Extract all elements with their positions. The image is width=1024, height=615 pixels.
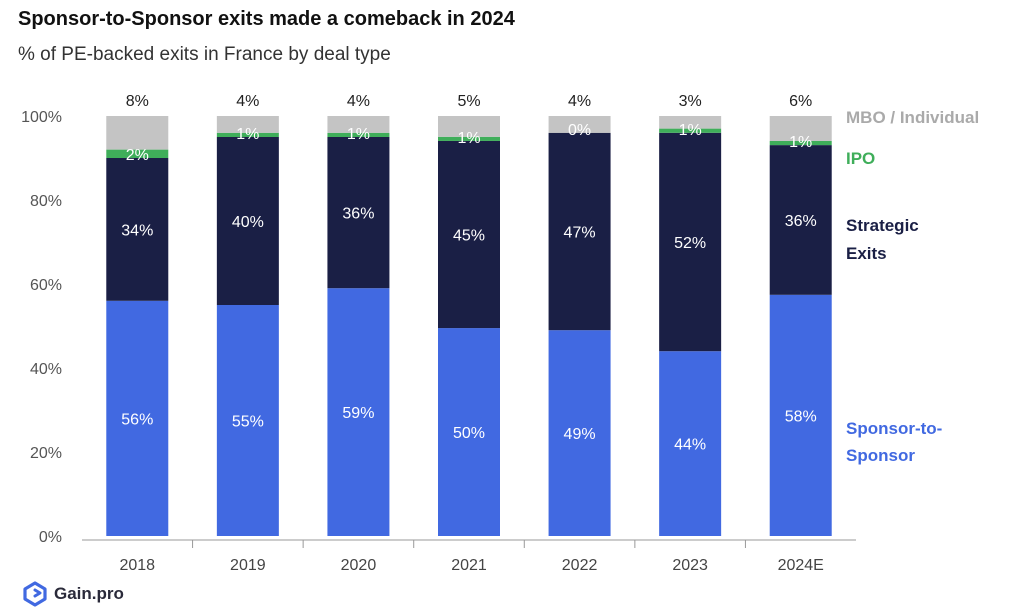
bar-segment-strategic-exits xyxy=(548,132,611,331)
bar-segment-sponsor-to-sponsor xyxy=(438,328,500,536)
chart-title: Sponsor-to-Sponsor exits made a comeback… xyxy=(18,8,515,30)
brand-logo: Gain.pro xyxy=(22,580,124,608)
y-tick-label: 60% xyxy=(30,277,62,294)
bar-segment-sponsor-to-sponsor xyxy=(216,305,279,536)
y-tick-label: 80% xyxy=(30,193,62,210)
bar-segment-mbo-individual xyxy=(216,116,279,133)
y-tick-label: 0% xyxy=(39,529,62,546)
data-label: 5% xyxy=(457,93,480,110)
bar-segment-sponsor-to-sponsor xyxy=(769,294,832,536)
x-tick-label: 2018 xyxy=(119,557,155,574)
bar-segment-sponsor-to-sponsor xyxy=(327,288,390,536)
bar-segment-strategic-exits xyxy=(769,145,832,295)
data-label: 50% xyxy=(453,425,485,442)
bar-segment-strategic-exits xyxy=(327,137,390,289)
data-label: 4% xyxy=(347,93,370,110)
y-tick-label: 100% xyxy=(21,109,62,126)
x-tick-label: 2019 xyxy=(230,557,266,574)
data-label: 44% xyxy=(674,437,706,454)
data-label: 4% xyxy=(236,93,259,110)
legend-label: Sponsor-to- xyxy=(846,419,942,438)
bar-segment-mbo-individual xyxy=(327,116,390,133)
bar-segment-sponsor-to-sponsor xyxy=(659,351,722,536)
data-label: 40% xyxy=(232,214,264,231)
data-label: 34% xyxy=(121,222,153,239)
bar-segment-mbo-individual xyxy=(438,116,500,137)
legend-label: Sponsor xyxy=(846,446,915,465)
data-label: 59% xyxy=(342,405,374,422)
bar-segment-ipo xyxy=(327,132,390,137)
bar-segment-strategic-exits xyxy=(438,140,500,329)
data-label: 58% xyxy=(785,408,817,425)
data-label: 56% xyxy=(121,411,153,428)
brand-name: Gain.pro xyxy=(54,584,124,603)
bar-segment-ipo xyxy=(438,136,500,141)
bar-segment-ipo xyxy=(659,128,722,133)
data-label: 1% xyxy=(457,130,480,147)
data-label: 52% xyxy=(674,235,706,252)
data-label: 55% xyxy=(232,414,264,431)
bar-segment-mbo-individual xyxy=(106,116,169,150)
bar-segment-strategic-exits xyxy=(659,132,722,352)
chart-subtitle: % of PE-backed exits in France by deal t… xyxy=(18,44,391,65)
data-label: 1% xyxy=(679,122,702,139)
x-tick-label: 2023 xyxy=(672,557,708,574)
bar-segment-mbo-individual xyxy=(769,116,832,141)
bar-segment-sponsor-to-sponsor xyxy=(548,330,611,536)
data-label: 3% xyxy=(679,93,702,110)
bar-segment-mbo-individual xyxy=(659,116,722,129)
legend-label: Strategic xyxy=(846,216,919,235)
bar-segment-mbo-individual xyxy=(548,116,611,133)
x-tick-label: 2021 xyxy=(451,557,487,574)
y-tick-label: 40% xyxy=(30,361,62,378)
x-tick-label: 2024E xyxy=(778,557,824,574)
bar-segment-sponsor-to-sponsor xyxy=(106,300,169,536)
bar-segment-ipo xyxy=(106,149,169,158)
data-label: 45% xyxy=(453,228,485,245)
bar-segment-strategic-exits xyxy=(106,158,169,301)
data-label: 36% xyxy=(342,206,374,223)
data-label: 1% xyxy=(789,134,812,151)
data-label: 1% xyxy=(236,126,259,143)
data-label: 6% xyxy=(789,93,812,110)
legend-label: IPO xyxy=(846,149,875,168)
data-label: 0% xyxy=(568,122,591,139)
bar-segment-ipo xyxy=(216,132,279,137)
data-label: 49% xyxy=(564,426,596,443)
bar-segment-ipo xyxy=(769,140,832,146)
data-label: 1% xyxy=(347,126,370,143)
data-label: 47% xyxy=(564,225,596,242)
legend-label: MBO / Individual xyxy=(846,108,979,127)
data-label: 4% xyxy=(568,93,591,110)
x-tick-label: 2022 xyxy=(562,557,598,574)
gain-pro-logo-icon xyxy=(23,581,47,607)
legend-label: Exits xyxy=(846,244,887,263)
data-label: 2% xyxy=(126,147,149,164)
data-label: 8% xyxy=(126,93,149,110)
data-label: 36% xyxy=(785,213,817,230)
y-tick-label: 20% xyxy=(30,445,62,462)
bar-segment-strategic-exits xyxy=(216,137,279,305)
x-tick-label: 2020 xyxy=(341,557,377,574)
